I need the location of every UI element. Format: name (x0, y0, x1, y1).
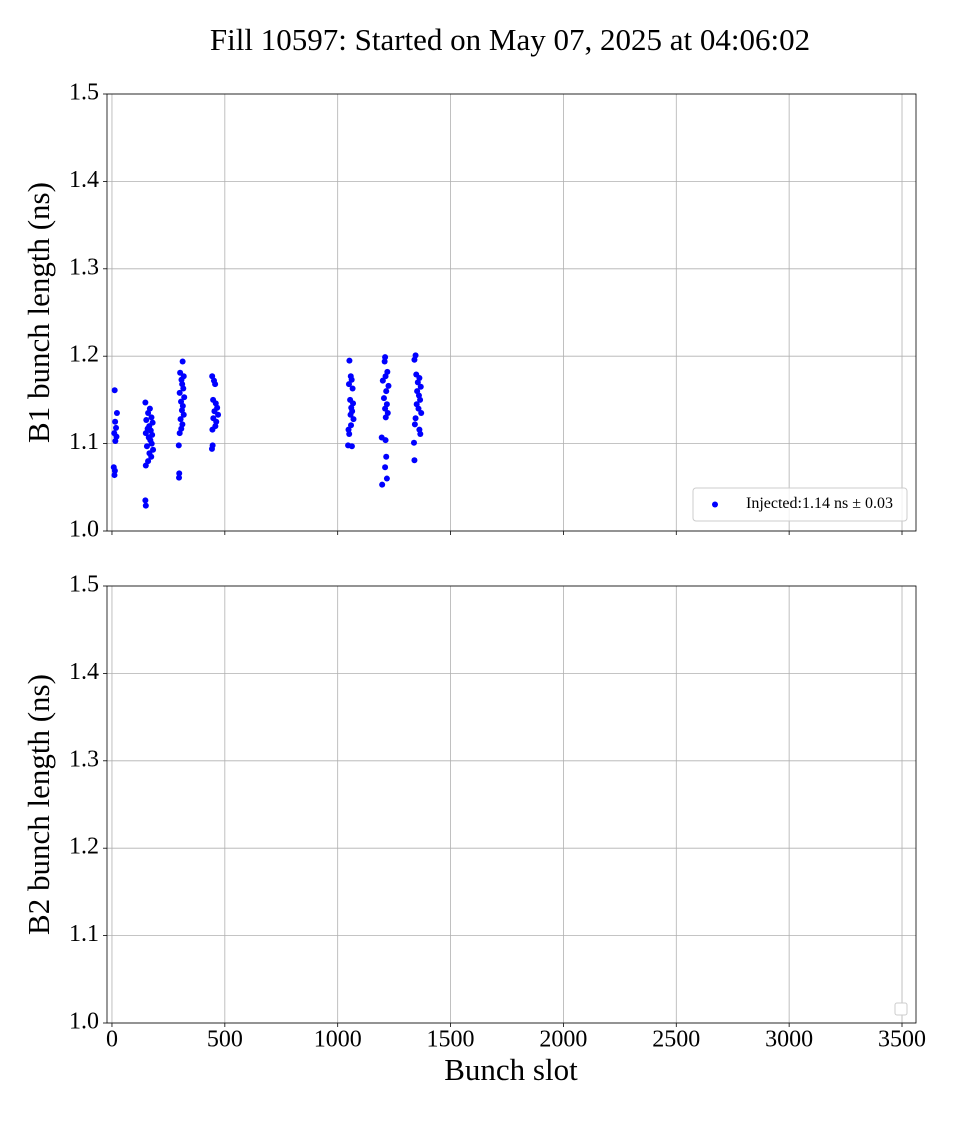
x-axis-label: Bunch slot (444, 1052, 578, 1087)
point (414, 379, 421, 386)
point (382, 354, 389, 361)
point (112, 418, 119, 425)
point (148, 414, 155, 421)
plot-frame (106, 93, 917, 532)
x-tick-label: 2500 (652, 1027, 700, 1053)
point (176, 389, 183, 396)
point (148, 453, 155, 460)
point (113, 410, 120, 417)
point (412, 415, 419, 422)
point (148, 440, 155, 447)
point (176, 470, 183, 477)
x-tick-label: 1500 (427, 1027, 475, 1053)
point (208, 445, 215, 452)
point (411, 457, 418, 464)
point (215, 411, 222, 418)
point (209, 426, 216, 433)
point (382, 405, 389, 412)
point (348, 376, 355, 383)
x-tick-label: 500 (207, 1027, 243, 1053)
y-tick-label: 1.2 (69, 834, 99, 860)
point (411, 421, 418, 428)
legend-label: Injected:1.14 ns ± 0.03 (746, 495, 893, 512)
y-tick-label: 1.3 (69, 746, 99, 772)
point (179, 358, 186, 365)
point (180, 411, 187, 418)
legend-box (692, 487, 908, 522)
point (382, 373, 389, 380)
point (418, 410, 425, 417)
y-tick-label: 1.1 (69, 429, 99, 455)
x-tick-label: 3000 (765, 1027, 813, 1053)
point (348, 443, 355, 450)
point (382, 414, 389, 421)
point (143, 443, 150, 450)
point (142, 502, 149, 509)
point (180, 385, 187, 392)
x-tick-label: 1000 (314, 1027, 362, 1053)
y-tick-label: 1.0 (69, 517, 99, 543)
chart-title: Fill 10597: Started on May 07, 2025 at 0… (210, 22, 810, 57)
legend-box (894, 1002, 908, 1016)
point (176, 474, 183, 481)
point (347, 411, 354, 418)
y-tick-label: 1.5 (69, 80, 99, 106)
y-tick-label: 1.5 (69, 572, 99, 598)
point (212, 381, 219, 388)
point (111, 387, 118, 394)
point (111, 467, 118, 474)
y-tick-label: 1.4 (69, 659, 99, 685)
point (417, 396, 424, 403)
y-axis-label: B1 bunch length (ns) (21, 182, 56, 443)
point (382, 437, 389, 444)
point (346, 430, 353, 437)
point (379, 377, 386, 384)
point (113, 424, 120, 431)
y-tick-label: 1.4 (69, 167, 99, 193)
plot-frame (106, 585, 917, 1024)
point (142, 497, 149, 504)
point (379, 481, 386, 488)
point (383, 453, 390, 460)
legend-marker (712, 501, 718, 508)
y-tick-label: 1.0 (69, 1009, 99, 1035)
point (176, 430, 183, 437)
y-tick-label: 1.3 (69, 254, 99, 280)
x-tick-label: 0 (106, 1027, 118, 1053)
point (385, 382, 392, 389)
point (348, 422, 355, 429)
point (181, 394, 188, 401)
point (142, 430, 149, 437)
point (177, 416, 184, 423)
y-axis-label: B2 bunch length (ns) (21, 674, 56, 935)
x-tick-label: 2000 (539, 1027, 587, 1053)
point (383, 388, 390, 395)
point (142, 399, 149, 406)
point (345, 381, 352, 388)
point (145, 410, 152, 417)
point (417, 383, 424, 390)
point (417, 430, 424, 437)
point (381, 358, 388, 365)
point (410, 439, 417, 446)
y-tick-label: 1.1 (69, 921, 99, 947)
point (380, 395, 387, 402)
point (382, 464, 389, 471)
x-tick-label: 3500 (878, 1027, 926, 1053)
point (175, 442, 182, 449)
point (111, 472, 118, 479)
point (383, 475, 390, 482)
point (142, 462, 149, 469)
point (415, 405, 422, 412)
point (350, 416, 357, 423)
point (143, 417, 150, 424)
point (112, 437, 119, 444)
point (349, 385, 356, 392)
point (346, 357, 353, 364)
y-tick-label: 1.2 (69, 342, 99, 368)
point (411, 356, 418, 363)
